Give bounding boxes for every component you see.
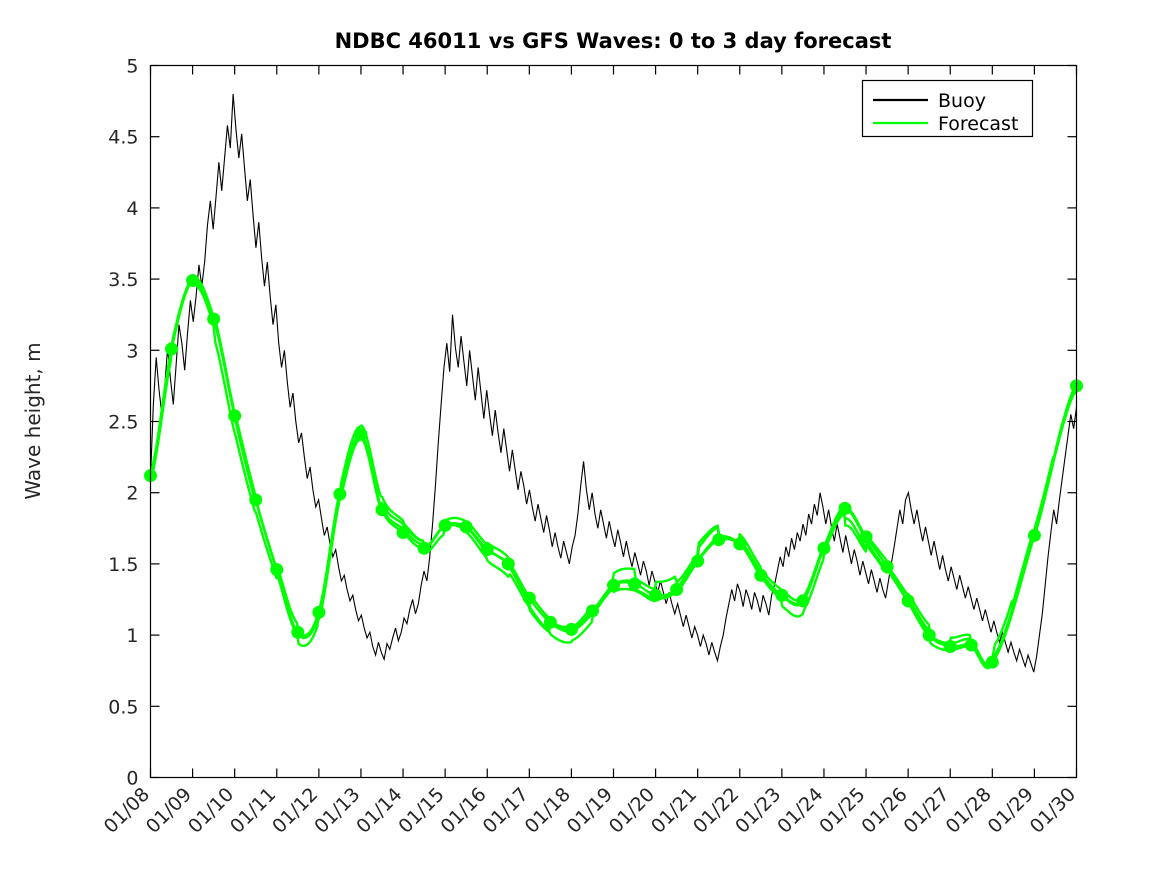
forecast-marker xyxy=(396,526,410,540)
y-tick-label: 4.5 xyxy=(108,127,138,149)
forecast-marker xyxy=(985,655,999,669)
forecast-marker xyxy=(270,563,284,577)
forecast-marker xyxy=(628,577,642,591)
forecast-marker xyxy=(480,543,494,557)
y-tick-label: 5 xyxy=(126,56,138,78)
forecast-marker xyxy=(459,520,473,534)
forecast-marker xyxy=(691,554,705,568)
forecast-marker xyxy=(417,541,431,555)
forecast-marker xyxy=(165,342,179,356)
y-tick-label: 3.5 xyxy=(108,269,138,291)
y-tick-label: 2 xyxy=(126,483,138,505)
forecast-marker xyxy=(1027,528,1041,542)
legend-label-buoy: Buoy xyxy=(938,90,986,112)
series-forecast-markers xyxy=(144,274,1083,669)
data-series-group xyxy=(144,93,1083,673)
y-axis-ticks: 0 0.5 1 1.5 2 2.5 3 3.5 4 4.5 5 xyxy=(108,56,1077,790)
forecast-marker xyxy=(649,588,663,602)
forecast-marker xyxy=(186,274,200,288)
y-tick-label: 4 xyxy=(126,198,138,220)
forecast-marker xyxy=(733,537,747,551)
forecast-marker xyxy=(543,615,557,629)
chart-legend: Buoy Forecast xyxy=(861,79,1034,138)
forecast-marker xyxy=(880,560,894,574)
forecast-marker xyxy=(249,493,263,507)
y-tick-label: 0.5 xyxy=(108,696,138,718)
forecast-marker xyxy=(775,588,789,602)
legend-label-forecast: Forecast xyxy=(938,113,1018,135)
y-tick-label: 1.5 xyxy=(108,554,138,576)
legend-box xyxy=(861,79,1034,138)
forecast-marker xyxy=(333,487,347,501)
forecast-marker xyxy=(354,427,368,441)
forecast-marker xyxy=(501,557,515,571)
forecast-marker xyxy=(585,604,599,618)
forecast-marker xyxy=(943,639,957,653)
y-tick-label: 2.5 xyxy=(108,412,138,434)
forecast-marker xyxy=(564,622,578,636)
forecast-marker xyxy=(607,578,620,592)
forecast-marker xyxy=(670,583,684,597)
forecast-marker xyxy=(291,625,305,639)
forecast-marker xyxy=(312,605,326,619)
forecast-marker xyxy=(796,594,810,608)
forecast-marker xyxy=(922,628,936,642)
y-tick-label: 0 xyxy=(126,768,138,790)
forecast-marker xyxy=(754,568,768,582)
forecast-marker xyxy=(228,409,242,423)
y-tick-label: 3 xyxy=(126,340,138,362)
forecast-marker xyxy=(817,541,831,555)
series-buoy-line xyxy=(149,93,1078,673)
forecast-marker xyxy=(207,312,221,326)
forecast-marker xyxy=(964,638,978,652)
y-axis-label: Wave height, m xyxy=(21,342,45,499)
forecast-marker xyxy=(901,594,915,608)
y-tick-label: 1 xyxy=(126,625,138,647)
plot-frame xyxy=(149,64,1078,779)
forecast-marker xyxy=(375,503,389,517)
forecast-marker xyxy=(438,518,452,532)
forecast-marker xyxy=(859,530,873,544)
forecast-marker xyxy=(522,591,536,605)
chart-title: NDBC 46011 vs GFS Waves: 0 to 3 day fore… xyxy=(335,29,892,53)
forecast-marker xyxy=(712,533,726,547)
forecast-marker xyxy=(838,501,852,515)
